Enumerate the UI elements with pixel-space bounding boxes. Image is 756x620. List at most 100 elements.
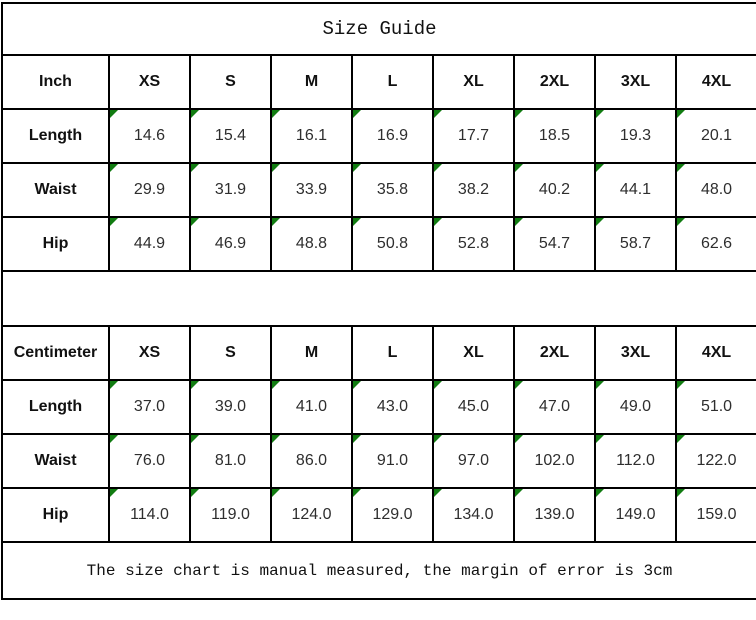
size-value: 40.2 — [538, 181, 571, 198]
comment-marker-icon — [354, 165, 361, 172]
row-label: Length — [1, 379, 110, 435]
comment-marker-icon — [192, 219, 199, 226]
size-value-cell: 40.2 — [513, 162, 596, 218]
size-value: 54.7 — [538, 235, 571, 252]
size-value: 139.0 — [534, 506, 575, 523]
table-row: Length 37.0 39.0 41.0 43.0 45.0 47.0 49.… — [1, 379, 756, 435]
size-value-cell: 51.0 — [674, 379, 756, 435]
comment-marker-icon — [192, 490, 199, 497]
comment-marker-icon — [354, 490, 361, 497]
size-value: 134.0 — [453, 506, 494, 523]
size-value: 62.6 — [700, 235, 733, 252]
size-col-header: XL — [432, 325, 515, 381]
size-value: 31.9 — [214, 181, 247, 198]
comment-marker-icon — [678, 436, 685, 443]
row-label: Waist — [1, 433, 110, 489]
comment-marker-icon — [192, 111, 199, 118]
comment-marker-icon — [516, 382, 523, 389]
size-value-cell: 81.0 — [189, 433, 272, 489]
size-col-header: 3XL — [594, 54, 677, 110]
size-value: 44.9 — [133, 235, 166, 252]
size-col-header: XS — [108, 325, 191, 381]
size-value-cell: 54.7 — [513, 216, 596, 272]
comment-marker-icon — [273, 165, 280, 172]
comment-marker-icon — [435, 436, 442, 443]
size-value-cell: 102.0 — [513, 433, 596, 489]
size-value: 48.0 — [700, 181, 733, 198]
comment-marker-icon — [192, 382, 199, 389]
size-value: 43.0 — [376, 398, 409, 415]
size-value: 112.0 — [616, 452, 655, 469]
table-row: Hip 44.9 46.9 48.8 50.8 52.8 54.7 58.7 6… — [1, 216, 756, 272]
size-value: 37.0 — [133, 398, 166, 415]
size-value: 29.9 — [133, 181, 166, 198]
size-value-cell: 44.9 — [108, 216, 191, 272]
size-value: 17.7 — [457, 127, 490, 144]
comment-marker-icon — [597, 111, 604, 118]
comment-marker-icon — [273, 436, 280, 443]
size-value: 49.0 — [619, 398, 652, 415]
comment-marker-icon — [273, 111, 280, 118]
comment-marker-icon — [516, 165, 523, 172]
size-value-cell: 29.9 — [108, 162, 191, 218]
size-value: 48.8 — [295, 235, 328, 252]
size-value-cell: 38.2 — [432, 162, 515, 218]
size-value-cell: 159.0 — [674, 487, 756, 543]
size-value-cell: 62.6 — [674, 216, 756, 272]
size-value-cell: 33.9 — [270, 162, 353, 218]
size-value: 16.1 — [295, 127, 328, 144]
comment-marker-icon — [111, 490, 118, 497]
size-value: 20.1 — [700, 127, 733, 144]
size-value-cell: 16.9 — [351, 108, 434, 164]
size-value: 39.0 — [214, 398, 247, 415]
size-value-cell: 41.0 — [270, 379, 353, 435]
size-col-header: L — [351, 54, 434, 110]
comment-marker-icon — [111, 219, 118, 226]
size-value-cell: 129.0 — [351, 487, 434, 543]
size-value: 149.0 — [615, 506, 656, 523]
comment-marker-icon — [354, 219, 361, 226]
comment-marker-icon — [678, 219, 685, 226]
size-value-cell: 35.8 — [351, 162, 434, 218]
size-value-cell: 48.0 — [674, 162, 756, 218]
size-col-header: M — [270, 54, 353, 110]
size-col-header: M — [270, 325, 353, 381]
size-value: 14.6 — [133, 127, 166, 144]
size-value-cell: 58.7 — [594, 216, 677, 272]
size-col-header: 3XL — [594, 325, 677, 381]
size-value-cell: 18.5 — [513, 108, 596, 164]
size-value-cell: 50.8 — [351, 216, 434, 272]
size-value-cell: 76.0 — [108, 433, 191, 489]
row-label: Hip — [1, 487, 110, 543]
footer-row: The size chart is manual measured, the m… — [0, 541, 756, 600]
spacer-cell — [0, 270, 756, 327]
size-col-header: S — [189, 325, 272, 381]
comment-marker-icon — [516, 436, 523, 443]
centimeter-header-row: Centimeter XS S M L XL 2XL 3XL 4XL — [1, 325, 756, 381]
table-row: Length 14.6 15.4 16.1 16.9 17.7 18.5 19.… — [1, 108, 756, 164]
comment-marker-icon — [597, 436, 604, 443]
size-value-cell: 112.0 — [594, 433, 677, 489]
row-label: Hip — [1, 216, 110, 272]
comment-marker-icon — [678, 382, 685, 389]
spacer-row — [0, 270, 756, 327]
comment-marker-icon — [435, 111, 442, 118]
size-value-cell: 52.8 — [432, 216, 515, 272]
size-value-cell: 19.3 — [594, 108, 677, 164]
footer-note: The size chart is manual measured, the m… — [0, 541, 756, 600]
size-value: 47.0 — [538, 398, 571, 415]
size-value-cell: 119.0 — [189, 487, 272, 543]
size-value: 44.1 — [619, 181, 652, 198]
size-col-header: 2XL — [513, 54, 596, 110]
inch-header-row: Inch XS S M L XL 2XL 3XL 4XL — [1, 54, 756, 110]
size-value: 19.3 — [619, 127, 652, 144]
comment-marker-icon — [516, 490, 523, 497]
size-value: 16.9 — [376, 127, 409, 144]
comment-marker-icon — [354, 382, 361, 389]
size-value: 15.4 — [214, 127, 247, 144]
size-value: 76.0 — [133, 452, 166, 469]
comment-marker-icon — [435, 382, 442, 389]
size-value: 46.9 — [214, 235, 247, 252]
size-value: 52.8 — [457, 235, 490, 252]
size-value: 81.0 — [214, 452, 247, 469]
